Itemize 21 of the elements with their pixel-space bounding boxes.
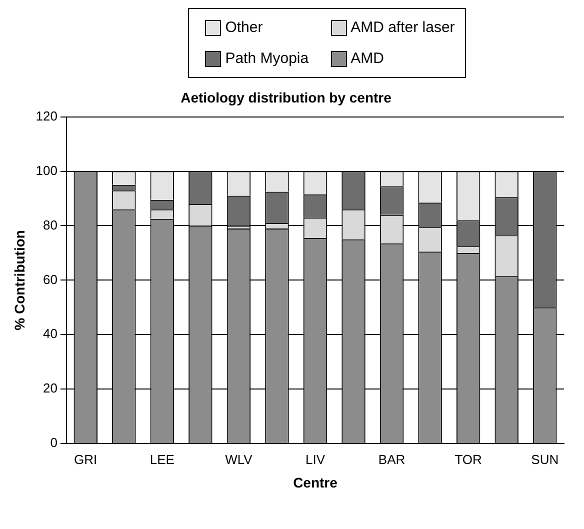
- legend-label: AMD: [350, 50, 384, 67]
- legend-label: Other: [225, 19, 263, 36]
- legend-label: AMD after laser: [350, 19, 455, 36]
- y-axis-title: % Contribution: [11, 230, 28, 330]
- y-tick-label: 60: [43, 272, 58, 287]
- chart-title: Aetiology distribution by centre: [180, 89, 392, 106]
- y-tick-label: 20: [43, 380, 58, 396]
- x-tick-label: WLV: [225, 452, 253, 467]
- y-tick-label: 80: [43, 217, 58, 232]
- x-tick-label: BAR: [378, 452, 406, 467]
- x-tick-label: TOR: [454, 452, 482, 467]
- x-tick-label: LIV: [305, 452, 326, 467]
- y-tick-label: 100: [36, 162, 58, 178]
- y-tick-label: 40: [43, 326, 58, 342]
- legend-label: Path Myopia: [225, 50, 309, 67]
- x-tick-label: LEE: [150, 452, 175, 467]
- x-tick-label: GRI: [74, 452, 98, 467]
- y-tick-label: 0: [50, 435, 58, 450]
- y-tick-label: 120: [36, 108, 58, 124]
- x-tick-label: SUN: [531, 452, 559, 467]
- x-axis-title: Centre: [293, 474, 338, 490]
